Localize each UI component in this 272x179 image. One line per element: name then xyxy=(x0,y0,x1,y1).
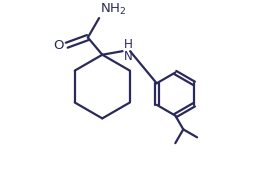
Text: H
N: H N xyxy=(123,38,132,63)
Text: O: O xyxy=(53,39,64,52)
Text: NH$_2$: NH$_2$ xyxy=(100,2,126,17)
